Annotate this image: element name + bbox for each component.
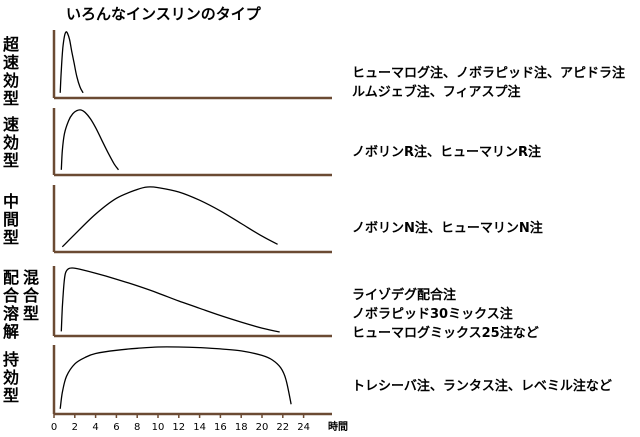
desc-line: ノボリンR注、ヒューマリンR注 (352, 145, 542, 160)
x-tick-label-10: 10 (152, 422, 165, 433)
x-tick-label-12: 12 (172, 422, 185, 433)
x-tick-label-20: 20 (256, 422, 269, 433)
x-tick-label-14: 14 (193, 422, 206, 433)
series-line-4 (60, 267, 280, 333)
series-desc-3: ノボリンN注、ヒューマリンN注 (352, 219, 543, 238)
desc-line: ライゾデグ配合注 (352, 288, 457, 303)
desc-line: トレシーバ注、ランタス注、レベミル注など (352, 379, 612, 394)
series-label-2-1: 速 効 型 (2, 115, 19, 170)
x-tick-label-18: 18 (235, 422, 248, 433)
x-tick-label-16: 16 (214, 422, 227, 433)
x-tick-label-0: 0 (51, 422, 57, 433)
series-label-4-2: 混 合 型 (22, 268, 39, 323)
series-label-5-1: 持 効 型 (2, 350, 19, 405)
x-axis-label: 時間 (328, 420, 348, 433)
desc-line: ヒューマログ注、ノボラピッド注、アピドラ注 (352, 66, 626, 81)
series-desc-5: トレシーバ注、ランタス注、レベミル注など (352, 377, 612, 396)
series-line-5 (59, 346, 292, 409)
series-desc-4: ライゾデグ配合注ノボラピッド30ミックス注ヒューマログミックス25注など (352, 286, 539, 343)
desc-line: ノボラピッド30ミックス注 (352, 307, 513, 322)
series-desc-2: ノボリンR注、ヒューマリンR注 (352, 143, 541, 162)
desc-line: ルムジェブ注、フィアスプ注 (352, 85, 521, 100)
x-tick-label-8: 8 (134, 422, 140, 433)
series-label-4-1: 配 合 溶 解 (2, 268, 19, 341)
series-label-3-1: 中 間 型 (2, 192, 19, 247)
x-tick-label-22: 22 (276, 422, 289, 433)
x-tick-label-6: 6 (113, 422, 119, 433)
series-label-1-1: 超 速 効 型 (2, 35, 19, 108)
series-line-2 (60, 109, 120, 171)
desc-line: ノボリンN注、ヒューマリンN注 (352, 221, 543, 236)
series-desc-1: ヒューマログ注、ノボラピッド注、アピドラ注 ルムジェブ注、フィアスプ注 (352, 64, 625, 102)
series-line-3 (61, 186, 278, 248)
x-tick-label-4: 4 (92, 422, 98, 433)
chart-title: いろんなインスリンのタイプ (66, 5, 261, 23)
x-tick-label-24: 24 (297, 422, 310, 433)
series-line-1 (59, 31, 84, 94)
x-tick-label-2: 2 (72, 422, 78, 433)
desc-line: ヒューマログミックス25注など (352, 326, 539, 341)
